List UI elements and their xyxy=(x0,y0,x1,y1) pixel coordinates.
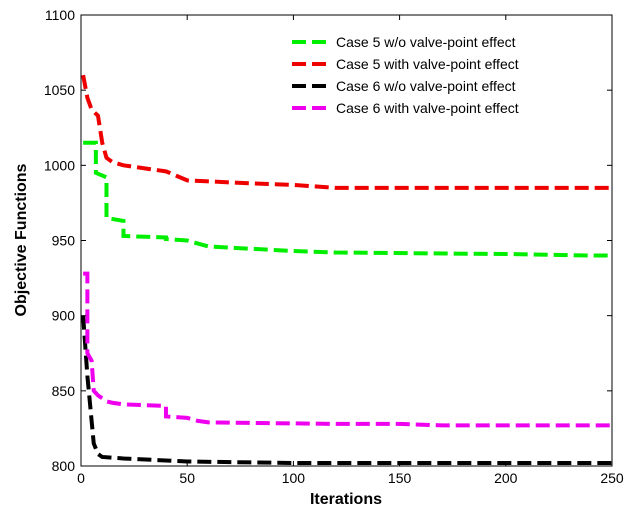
x-tick-label-2: 100 xyxy=(282,470,306,486)
series-line-2 xyxy=(81,74,612,190)
x-tick-label-0: 0 xyxy=(77,470,85,486)
y-tick-label-6: 1100 xyxy=(45,7,75,23)
y-tick-label-2: 900 xyxy=(52,308,76,324)
legend-label-3: Case 6 w/o valve-point effect xyxy=(336,78,516,94)
series-line-1 xyxy=(83,140,612,258)
ticks-layer: 0 50 100 150 200 250 800 850 900 950 1000 1050 1100 xyxy=(44,7,624,486)
legend-label-2: Case 5 with valve-point effect xyxy=(336,56,519,72)
x-tick-label-4: 200 xyxy=(494,470,518,486)
y-tick-label-1: 850 xyxy=(52,383,76,399)
x-axis-label: Iterations xyxy=(310,491,382,508)
x-tick-label-3: 150 xyxy=(388,470,412,486)
y-tick-label-0: 800 xyxy=(52,458,76,474)
series-line-3 xyxy=(81,315,612,465)
series-line-4 xyxy=(83,271,612,428)
y-axis-label: Objective Functions xyxy=(13,163,30,316)
x-tick-label-5: 250 xyxy=(600,470,624,486)
legend-label-4: Case 6 with valve-point effect xyxy=(336,100,519,116)
x-tick-label-1: 50 xyxy=(179,470,195,486)
y-tick-label-4: 1000 xyxy=(44,157,75,173)
legend-label-1: Case 5 w/o valve-point effect xyxy=(336,34,516,50)
series-layer xyxy=(81,74,612,465)
y-tick-label-5: 1050 xyxy=(44,82,75,98)
y-tick-label-3: 950 xyxy=(52,233,76,249)
legend: Case 5 w/o valve-point effect Case 5 with… xyxy=(292,34,519,116)
